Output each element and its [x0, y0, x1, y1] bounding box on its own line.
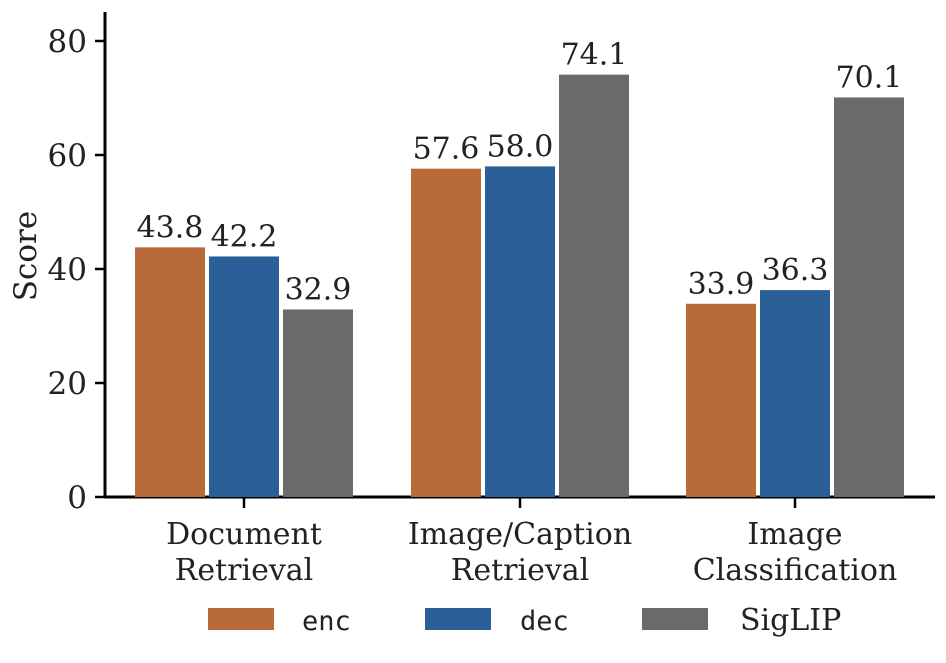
legend-swatch-enc — [208, 608, 274, 630]
bar-enc-1 — [411, 168, 481, 497]
bar-siglip-0 — [283, 309, 353, 497]
bar-value-label: 57.6 — [413, 132, 480, 167]
bar-value-label: 58.0 — [487, 129, 554, 164]
legend: enc dec SigLIP — [208, 603, 841, 638]
y-axis: 0 20 40 60 80 — [48, 12, 107, 516]
legend-swatch-dec — [425, 608, 491, 630]
bar-dec-1 — [485, 166, 555, 497]
y-tick-label: 20 — [48, 366, 87, 402]
x-tick-label: Image/Caption — [408, 517, 632, 552]
bar-dec-0 — [209, 256, 279, 497]
y-tick-label: 40 — [48, 252, 87, 288]
bar-enc-0 — [135, 247, 205, 497]
bar-siglip-1 — [559, 74, 629, 497]
x-tick-label: Document — [166, 517, 322, 552]
bars — [135, 74, 904, 498]
x-tick-label: Image — [747, 517, 842, 552]
bar-dec-2 — [760, 290, 830, 497]
bar-value-label: 36.3 — [762, 253, 829, 288]
x-axis: DocumentRetrievalImage/CaptionRetrievalI… — [103, 495, 935, 588]
x-tick-label: Retrieval — [451, 553, 590, 588]
bar-value-labels: 43.8 57.6 33.9 42.2 58.0 36.3 32.9 74.1 70.1 — [137, 38, 903, 308]
bar-siglip-2 — [834, 97, 904, 498]
bar-value-label: 42.2 — [211, 219, 278, 254]
y-tick-label: 60 — [48, 138, 87, 174]
bar-value-label: 74.1 — [561, 38, 628, 73]
legend-label-dec: dec — [520, 606, 569, 637]
bar-value-label: 32.9 — [285, 272, 352, 307]
bar-value-label: 43.8 — [137, 210, 204, 245]
legend-label-siglip: SigLIP — [740, 603, 841, 638]
legend-label-enc: enc — [302, 606, 351, 637]
y-tick-label: 0 — [67, 480, 87, 516]
y-tick-label: 80 — [48, 24, 87, 60]
y-axis-label: Score — [8, 211, 44, 301]
bar-value-label: 33.9 — [688, 267, 755, 302]
x-tick-label: Retrieval — [175, 553, 314, 588]
bar-value-label: 70.1 — [836, 60, 903, 95]
x-tick-label: Classification — [693, 553, 898, 588]
legend-swatch-siglip — [642, 608, 708, 630]
bar-enc-2 — [686, 303, 756, 497]
